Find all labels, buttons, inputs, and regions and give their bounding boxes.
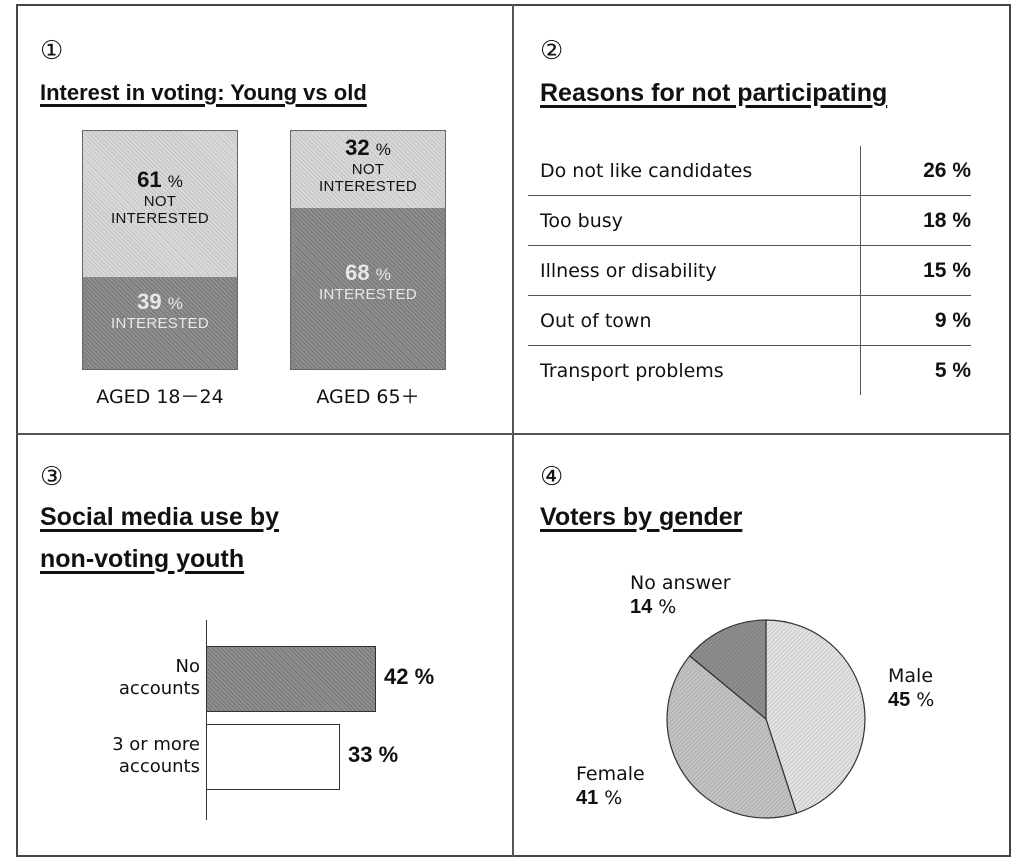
- value-label: 68 %: [291, 260, 445, 286]
- pie-label-male: Male 45 %: [888, 665, 935, 711]
- panel-title-social-line1: Social media use by: [40, 503, 279, 531]
- stacked-bar-aged-65-plus: 32 % NOT INTERESTED 68 % INTERESTED: [290, 130, 446, 370]
- segment-interested-18-24: 39 % INTERESTED: [83, 277, 237, 369]
- reason-label: Out of town: [528, 295, 861, 346]
- category-label-aged-18-24: AGED 18－24: [96, 386, 224, 408]
- bar: [206, 646, 376, 712]
- value-number: 68: [345, 260, 370, 285]
- reason-row: Do not like candidates 26 %: [528, 146, 971, 196]
- value-label: 39 %: [83, 289, 237, 315]
- panel-title-interest: Interest in voting: Young vs old: [40, 80, 367, 105]
- reason-value: 9 %: [860, 295, 971, 346]
- panel-title-social-line2: non-voting youth: [40, 545, 245, 573]
- reason-row: Too busy 18 %: [528, 195, 971, 246]
- unit-label: %: [375, 265, 391, 284]
- series-label-not-interested: NOT INTERESTED: [110, 193, 209, 227]
- panel-title-gender: Voters by gender: [540, 503, 743, 531]
- unit-label: %: [167, 172, 183, 191]
- unit-label: %: [375, 140, 391, 159]
- reasons-table: Do not like candidates 26 % Too busy 18 % Il…: [528, 146, 971, 395]
- value-number: 32: [345, 135, 370, 160]
- y-axis-line: [206, 620, 207, 820]
- panel-number-3: ③: [40, 462, 64, 492]
- reason-value: 18 %: [860, 195, 971, 246]
- bar-value-label: 33 %: [348, 742, 399, 767]
- series-label-interested: INTERESTED: [318, 286, 417, 303]
- reason-value: 26 %: [860, 146, 971, 196]
- panel-title-reasons: Reasons for not participating: [540, 79, 888, 107]
- reason-label: Do not like candidates: [528, 146, 861, 196]
- bar: [206, 724, 340, 790]
- value-label: 32 %: [291, 135, 445, 161]
- panel-number-4: ④: [540, 462, 564, 492]
- bar-category-label: 3 or more accounts: [112, 734, 200, 777]
- reason-value: 15 %: [860, 245, 971, 296]
- reason-label: Too busy: [528, 195, 861, 246]
- bar-category-label: No accounts: [118, 656, 200, 699]
- segment-not-interested-65-plus: 32 % NOT INTERESTED: [291, 131, 445, 208]
- unit-label: %: [167, 294, 183, 313]
- pie-label-female: Female 41 %: [576, 763, 645, 809]
- divider-horizontal: [16, 433, 1011, 435]
- reason-row: Illness or disability 15 %: [528, 245, 971, 296]
- value-number: 61: [137, 167, 162, 192]
- value-label: 61 %: [83, 167, 237, 193]
- reason-value: 5 %: [860, 345, 971, 395]
- value-number: 39: [137, 289, 162, 314]
- series-label-interested: INTERESTED: [110, 315, 209, 332]
- segment-not-interested-18-24: 61 % NOT INTERESTED: [83, 131, 237, 277]
- panel-number-1: ①: [40, 36, 64, 66]
- reason-row: Transport problems 5 %: [528, 345, 971, 395]
- panel-number-2: ②: [540, 36, 564, 66]
- series-label-not-interested: NOT INTERESTED: [318, 161, 417, 195]
- category-label-aged-65-plus: AGED 65＋: [316, 386, 420, 408]
- bar-value-label: 42 %: [384, 664, 435, 689]
- stacked-bar-aged-18-24: 61 % NOT INTERESTED 39 % INTERESTED: [82, 130, 238, 370]
- pie-label-no-answer: No answer 14 %: [630, 572, 731, 618]
- segment-interested-65-plus: 68 % INTERESTED: [291, 208, 445, 369]
- reason-label: Illness or disability: [528, 245, 861, 296]
- reason-label: Transport problems: [540, 359, 724, 382]
- divider-vertical: [512, 4, 514, 857]
- reason-row: Out of town 9 %: [528, 295, 971, 346]
